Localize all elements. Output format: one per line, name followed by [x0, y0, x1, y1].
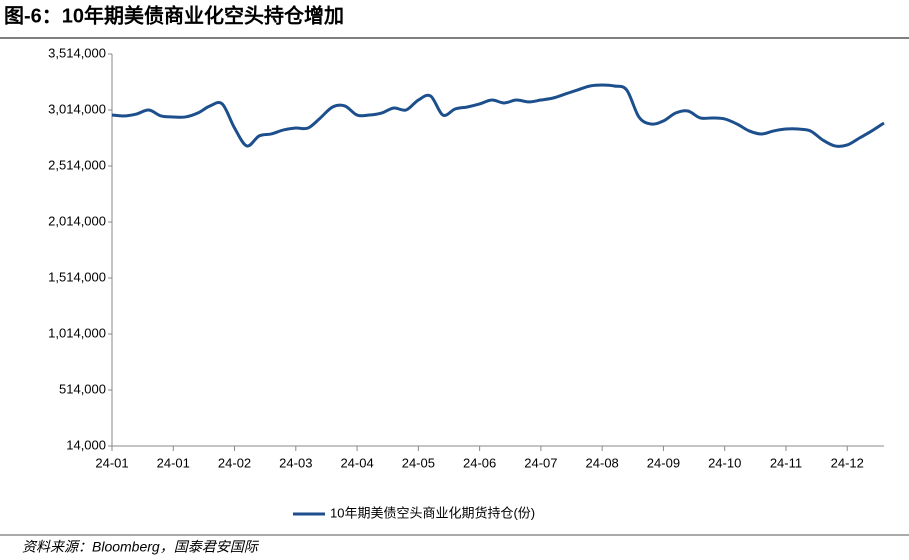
x-tick-label: 24-07 [524, 455, 557, 470]
y-tick-label: 1,014,000 [48, 325, 106, 340]
x-tick-label: 24-01 [157, 455, 190, 470]
y-tick-label: 3,014,000 [48, 101, 106, 116]
y-tick-label: 14,000 [66, 437, 106, 452]
x-tick-label: 24-06 [463, 455, 496, 470]
x-tick-label: 24-09 [647, 455, 680, 470]
x-tick-label: 24-03 [279, 455, 312, 470]
y-tick-label: 2,014,000 [48, 213, 106, 228]
x-tick-label: 24-11 [770, 455, 802, 470]
x-tick-label: 24-04 [340, 455, 373, 470]
data-line [111, 83, 885, 148]
x-tick-label: 24-12 [831, 455, 864, 470]
legend-label: 10年期美债空头商业化期货持仓(份) [330, 505, 535, 520]
x-tick-label: 24-01 [95, 455, 128, 470]
x-tick-label: 24-10 [708, 455, 741, 470]
x-tick-label: 24-02 [218, 455, 251, 470]
y-tick-label: 3,514,000 [48, 45, 106, 60]
y-tick-label: 1,514,000 [48, 269, 106, 284]
chart-title: 图-6：10年期美债商业化空头持仓增加 [4, 3, 344, 27]
x-tick-label: 24-05 [402, 455, 435, 470]
y-tick-label: 514,000 [59, 381, 106, 396]
x-tick-label: 24-08 [586, 455, 619, 470]
source: 资料来源：Bloomberg，国泰君安国际 [22, 539, 260, 555]
y-tick-label: 2,514,000 [48, 157, 106, 172]
